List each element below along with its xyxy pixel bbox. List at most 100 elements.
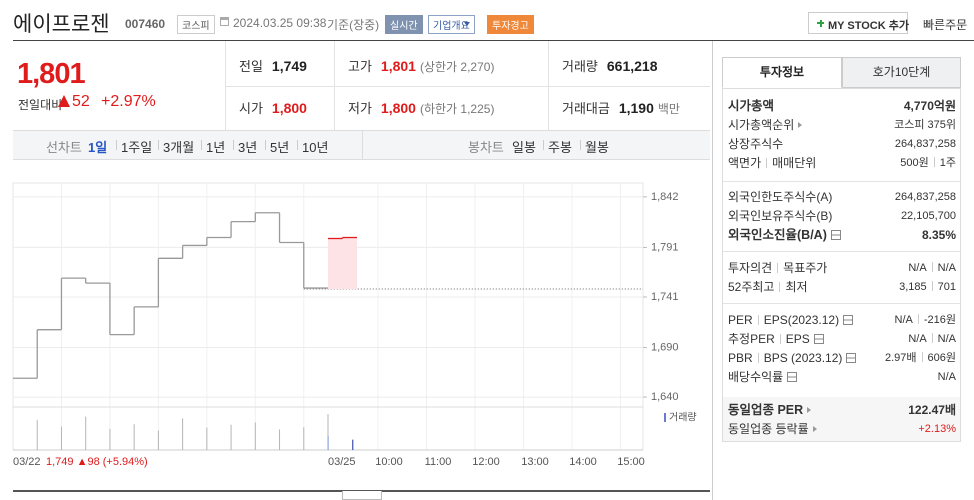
label-part: PER	[728, 313, 753, 327]
quick-order[interactable]: 빠른주문	[923, 18, 968, 32]
panel-row: PER EPS(2023.12) N/A -216원	[728, 311, 956, 329]
panel-row: 동일업종 PER 122.47배	[728, 401, 956, 419]
label-part: 외국인보유주식수(B)	[728, 209, 833, 223]
chart-tab-bar	[13, 130, 710, 160]
my-stock-button[interactable]: MY STOCK 추가	[808, 12, 909, 34]
volume-bar	[133, 424, 135, 450]
row-label: 투자의견 목표주가	[728, 261, 827, 275]
label-part: 동일업종 등락률	[728, 422, 809, 436]
separator	[779, 282, 781, 292]
value-part: -216원	[923, 314, 956, 326]
divider	[334, 41, 335, 130]
row-value: 코스피 375위	[894, 116, 956, 134]
period-tab[interactable]: 주봉	[548, 140, 572, 155]
volume-label: 거래량	[669, 412, 697, 424]
info-icon[interactable]	[787, 372, 798, 382]
header-badge[interactable]: 기업개요	[428, 15, 475, 34]
y-tick-label: 1,791	[651, 241, 679, 253]
volume-bar	[327, 436, 329, 450]
volume-bar	[279, 429, 281, 450]
volume-bar	[182, 418, 184, 450]
separator	[931, 262, 933, 272]
row-value: 3,185 701	[899, 278, 956, 296]
value-part: 264,837,258	[894, 138, 956, 150]
value-part: +2.13%	[918, 423, 956, 435]
panel-row: 동일업종 등락률 +2.13%	[728, 420, 956, 438]
info-icon[interactable]	[813, 334, 824, 344]
label-part: 최저	[785, 280, 808, 294]
divider	[225, 41, 226, 130]
value-part: 122.47배	[908, 403, 956, 417]
dropdown-icon	[463, 22, 470, 26]
x-tick-label: 03/25	[328, 456, 356, 468]
link-arrow	[807, 407, 812, 413]
period-tab[interactable]: 1주일	[121, 140, 153, 155]
period-tab[interactable]: 1년	[206, 140, 226, 155]
my-stock-label: MY STOCK 추가	[828, 20, 909, 32]
quote-label: 전일	[239, 59, 263, 74]
row-value: 264,837,258	[895, 188, 956, 206]
link-arrow	[812, 426, 817, 432]
quote-note: 백만	[657, 102, 680, 116]
header-badge[interactable]: 투자경고	[487, 15, 534, 34]
period-tab[interactable]: 월봉	[585, 140, 609, 155]
separator	[757, 353, 759, 363]
info-icon[interactable]	[830, 230, 841, 240]
info-icon[interactable]	[846, 353, 857, 363]
label-part: 목표주가	[783, 261, 828, 275]
row-label: 동일업종 등락률	[728, 422, 817, 436]
panel-tab[interactable]: 투자정보	[722, 57, 842, 88]
label-part: 외국인한도주식수(A)	[728, 190, 833, 204]
day-summary: 1,749 ▲98 (+5.94%)	[46, 456, 148, 468]
header-badge[interactable]: 실시간	[385, 15, 423, 34]
quote-label: 저가	[348, 101, 372, 116]
period-tab[interactable]: 3년	[238, 140, 258, 155]
quote-cell: 저가 1,800 (하한가 1,225)	[348, 99, 494, 118]
panel-row: 추정PER EPS N/A N/A	[728, 330, 956, 348]
divider	[723, 303, 960, 304]
stock-name: 에이프로젠	[13, 13, 110, 36]
quote-note: (하한가 1,225)	[419, 102, 495, 116]
volume-bar	[85, 416, 87, 450]
quote-value: 1,800	[380, 100, 416, 116]
label-part: BPS (2023.12)	[763, 351, 843, 365]
label-part: 동일업종 PER	[728, 403, 804, 417]
period-tab[interactable]: 1일	[88, 140, 108, 155]
volume-bar	[230, 424, 232, 450]
panel-row: 투자의견 목표주가 N/A N/A	[728, 259, 956, 277]
row-value: 122.47배	[908, 401, 956, 419]
divider	[362, 131, 363, 159]
invest-panel	[722, 88, 961, 442]
candle-chart-label: 봉차트	[468, 140, 504, 155]
period-tab[interactable]: 3개월	[163, 140, 195, 155]
market-badge: 코스피	[177, 15, 215, 34]
quote-cell: 전일 1,749	[239, 57, 307, 76]
row-value: 8.35%	[922, 226, 956, 244]
divider	[225, 86, 710, 87]
panel-tab[interactable]: 호가10단계	[842, 57, 961, 88]
row-value: 500원 1주	[900, 154, 956, 172]
volume-bar	[36, 419, 38, 450]
quote-cell: 거래대금 1,190 백만	[562, 99, 680, 118]
period-tab[interactable]: 일봉	[512, 140, 536, 155]
volume-legend-icon	[664, 413, 666, 422]
tab-separator	[543, 140, 544, 150]
period-tab[interactable]: 5년	[270, 140, 290, 155]
x-tick-label: 14:00	[569, 456, 597, 468]
price-change: 52	[72, 93, 90, 110]
row-label: 배당수익률	[728, 370, 798, 384]
line-chart-label: 선차트	[46, 140, 82, 155]
collapse-handle[interactable]	[342, 491, 382, 500]
industry-box	[723, 397, 960, 441]
x-tick-label: 03/22	[13, 456, 41, 468]
info-icon[interactable]	[843, 315, 854, 325]
value-part: N/A	[908, 333, 927, 345]
divider	[723, 251, 960, 252]
label-part: EPS	[785, 332, 810, 346]
row-label: PBR BPS (2023.12)	[728, 351, 857, 365]
row-value: 4,770억원	[904, 97, 956, 115]
tab-separator	[265, 140, 266, 150]
period-tab[interactable]: 10년	[302, 140, 329, 155]
row-value: 2.97배 606원	[885, 349, 956, 367]
separator	[779, 334, 781, 344]
